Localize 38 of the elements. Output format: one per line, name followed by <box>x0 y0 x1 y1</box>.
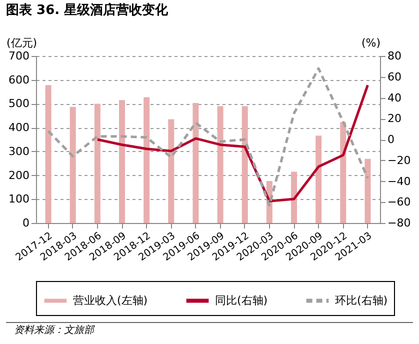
y-tick-label: 0 <box>22 216 30 230</box>
y2-tick-label: −40 <box>388 174 411 188</box>
bar <box>217 106 224 223</box>
bar <box>192 103 199 223</box>
y2-tick-label: 40 <box>388 91 402 104</box>
y2-tick-label: −80 <box>388 216 411 230</box>
bar <box>70 106 76 223</box>
line-series <box>96 84 369 202</box>
chart-title: 图表 36. 星级酒店营收变化 <box>6 2 170 18</box>
y2-tick-label: −60 <box>388 196 411 209</box>
text: 资料来源：文旅部 <box>6 322 413 339</box>
bar <box>144 97 150 223</box>
y-tick-label: 400 <box>8 121 30 134</box>
y-tick-label: 300 <box>8 144 30 158</box>
y-tick-label: 600 <box>8 73 30 86</box>
y2-tick-label: 0 <box>388 133 394 146</box>
y-tick-label: 100 <box>8 192 30 206</box>
bar <box>340 122 346 223</box>
bar <box>364 158 371 223</box>
legend-label: 营业收入(左轴) <box>73 294 148 307</box>
y2-axis-title: (%) <box>361 36 380 50</box>
y2-tick-label: 60 <box>388 70 402 84</box>
y-tick-label: 500 <box>8 97 30 110</box>
y2-tick-label: 80 <box>388 50 402 62</box>
bar <box>291 172 297 223</box>
y2-tick-label: 20 <box>388 112 402 126</box>
bar <box>119 100 125 223</box>
bar <box>94 104 100 223</box>
y2-tick-label: −20 <box>388 154 411 167</box>
legend-label: 同比(右轴) <box>215 294 268 307</box>
y-axis-title: (亿元) <box>6 36 38 50</box>
bar <box>168 119 174 223</box>
bar <box>242 106 248 223</box>
legend-label: 环比(右轴) <box>335 294 388 307</box>
bar <box>316 136 322 223</box>
bar <box>45 85 52 223</box>
y-tick-label: 200 <box>8 168 30 182</box>
y-tick-label: 700 <box>8 50 30 62</box>
